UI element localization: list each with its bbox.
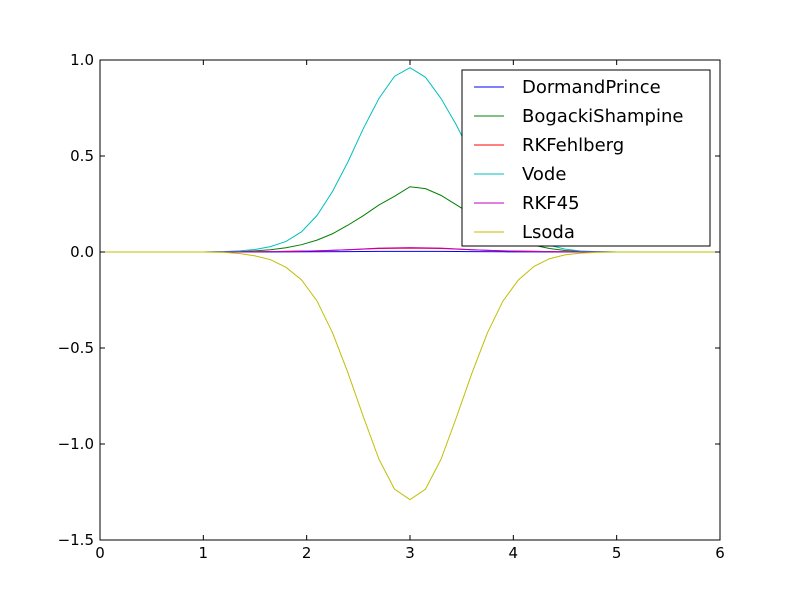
x-tick-label: 3 — [405, 544, 415, 562]
y-tick-label: 0.5 — [70, 147, 94, 165]
x-tick-label: 4 — [509, 544, 519, 562]
series-lines — [100, 67, 720, 501]
legend-label-rkfehlberg: RKFehlberg — [522, 135, 624, 156]
series-line-lsoda — [100, 251, 720, 501]
y-tick-label: −1.5 — [58, 531, 94, 549]
legend: DormandPrince BogackiShampine RKFehlberg Vo… — [461, 69, 711, 247]
axis-ticks: 0 1 2 3 4 5 6 −1.5 −1.0 −0.5 0.0 0.5 1.0 — [58, 51, 725, 562]
y-tick-label: −1.0 — [58, 435, 94, 453]
x-tick-label: 1 — [199, 544, 209, 562]
x-tick-label: 5 — [612, 544, 622, 562]
x-tick-label: 2 — [302, 544, 312, 562]
series-line-bogackishampine — [100, 186, 720, 253]
y-tick-label: 1.0 — [70, 51, 94, 69]
series-line-rkf45 — [100, 247, 720, 253]
y-tick-label: 0.0 — [70, 243, 94, 261]
legend-label-bogackishampine: BogackiShampine — [522, 106, 683, 127]
legend-box — [461, 69, 711, 247]
x-tick-label: 6 — [715, 544, 725, 562]
x-tick-label: 0 — [95, 544, 105, 562]
legend-label-rkf45: RKF45 — [522, 193, 580, 214]
legend-label-lsoda: Lsoda — [522, 222, 575, 243]
y-tick-label: −0.5 — [58, 339, 94, 357]
legend-label-vode: Vode — [522, 164, 566, 185]
series-line-vode — [100, 67, 720, 253]
legend-label-dormandprince: DormandPrince — [522, 77, 661, 98]
